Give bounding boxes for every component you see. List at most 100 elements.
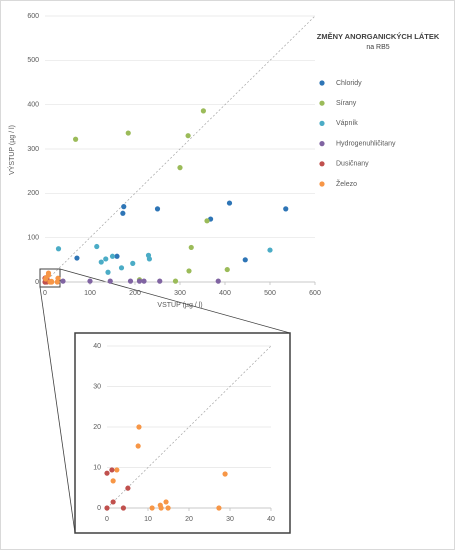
data-point <box>188 244 194 251</box>
data-point <box>110 478 116 484</box>
y-axis-label: VÝSTUP (µg / l) <box>7 125 16 175</box>
x-tick-label: 20 <box>185 516 193 523</box>
x-tick-label: 400 <box>219 290 231 297</box>
legend-label: Vápník <box>336 120 358 127</box>
legend-label: Chloridy <box>336 80 362 87</box>
x-tick-label: 30 <box>226 516 234 523</box>
data-point <box>215 278 221 284</box>
data-point <box>104 505 110 511</box>
data-point <box>107 278 113 284</box>
y-tick-label: 20 <box>93 424 101 431</box>
x-tick-label: 200 <box>129 290 141 297</box>
data-point <box>55 246 62 252</box>
data-point <box>226 200 233 206</box>
data-point <box>141 278 147 284</box>
data-point <box>74 255 80 261</box>
x-tick-label: 0 <box>43 290 47 297</box>
chart-subtitle: na RB5 <box>366 44 389 51</box>
y-tick-label: 10 <box>93 464 101 471</box>
data-point <box>104 470 110 476</box>
y-tick-label: 500 <box>27 57 39 64</box>
y-tick-label: 400 <box>27 102 39 109</box>
data-point <box>136 424 142 430</box>
legend-label: Železo <box>336 179 357 188</box>
legend-label: Sírany <box>336 100 357 107</box>
x-axis-label: VSTUP (µg / l) <box>157 302 202 309</box>
data-point <box>146 256 152 262</box>
data-point <box>186 268 192 274</box>
data-point <box>154 206 161 212</box>
data-point <box>121 204 127 210</box>
y-tick-label: 30 <box>93 383 101 390</box>
data-point <box>94 243 100 250</box>
data-point <box>60 278 66 284</box>
legend-marker <box>319 80 325 86</box>
legend-label: Hydrogenuhličitany <box>336 140 396 147</box>
data-point <box>125 130 131 136</box>
data-point <box>172 278 179 284</box>
data-point <box>165 505 171 511</box>
data-point <box>98 259 104 265</box>
data-point <box>216 505 222 511</box>
x-tick-label: 100 <box>84 290 96 297</box>
y-tick-label: 200 <box>27 190 39 197</box>
data-point <box>103 256 109 262</box>
legend-label: Dusičnany <box>336 161 369 168</box>
legend-marker <box>319 100 325 106</box>
data-point <box>157 278 163 284</box>
data-point <box>224 266 230 273</box>
data-point <box>130 260 136 266</box>
data-point <box>54 279 60 285</box>
data-point <box>120 505 126 511</box>
data-point <box>185 133 191 139</box>
data-point <box>110 499 116 505</box>
data-point <box>114 467 120 473</box>
data-point <box>163 499 169 505</box>
data-point <box>149 505 155 511</box>
data-point <box>118 265 125 271</box>
data-point <box>242 257 248 263</box>
identity-line <box>44 15 316 283</box>
data-point <box>43 276 49 282</box>
data-point <box>109 253 116 259</box>
y-tick-label: 40 <box>93 343 101 350</box>
data-point <box>105 269 111 275</box>
data-point <box>204 218 210 224</box>
data-point <box>157 502 163 508</box>
identity-line <box>106 345 272 509</box>
x-tick-label: 10 <box>144 516 152 523</box>
data-point <box>114 253 120 259</box>
zoom-connector <box>59 268 291 334</box>
data-point <box>222 471 228 477</box>
y-tick-label: 600 <box>27 13 39 20</box>
y-tick-label: 0 <box>97 505 101 512</box>
legend-marker <box>319 141 325 147</box>
inset-frame <box>74 332 291 534</box>
x-tick-label: 0 <box>105 516 109 523</box>
data-point <box>136 278 143 284</box>
data-point <box>120 210 126 216</box>
data-point <box>73 136 79 142</box>
legend-marker <box>319 181 325 187</box>
chart-title: ZMĚNY ANORGANICKÝCH LÁTEK <box>317 32 440 41</box>
data-point <box>127 278 134 284</box>
x-tick-label: 500 <box>264 290 276 297</box>
data-point <box>267 247 273 253</box>
y-tick-label: 0 <box>35 279 39 286</box>
legend-marker <box>319 120 325 126</box>
y-tick-label: 100 <box>27 235 39 242</box>
x-tick-label: 600 <box>309 290 321 297</box>
data-point <box>283 206 289 212</box>
data-point <box>125 485 131 491</box>
zoom-connector <box>39 286 76 534</box>
data-point <box>200 108 206 114</box>
data-point <box>177 165 183 171</box>
data-point <box>109 467 115 473</box>
legend-marker <box>319 161 325 167</box>
x-tick-label: 40 <box>267 516 275 523</box>
x-tick-label: 300 <box>174 290 186 297</box>
y-tick-label: 300 <box>27 146 39 153</box>
data-point <box>87 278 93 284</box>
data-point <box>48 279 54 285</box>
data-point <box>135 443 141 449</box>
